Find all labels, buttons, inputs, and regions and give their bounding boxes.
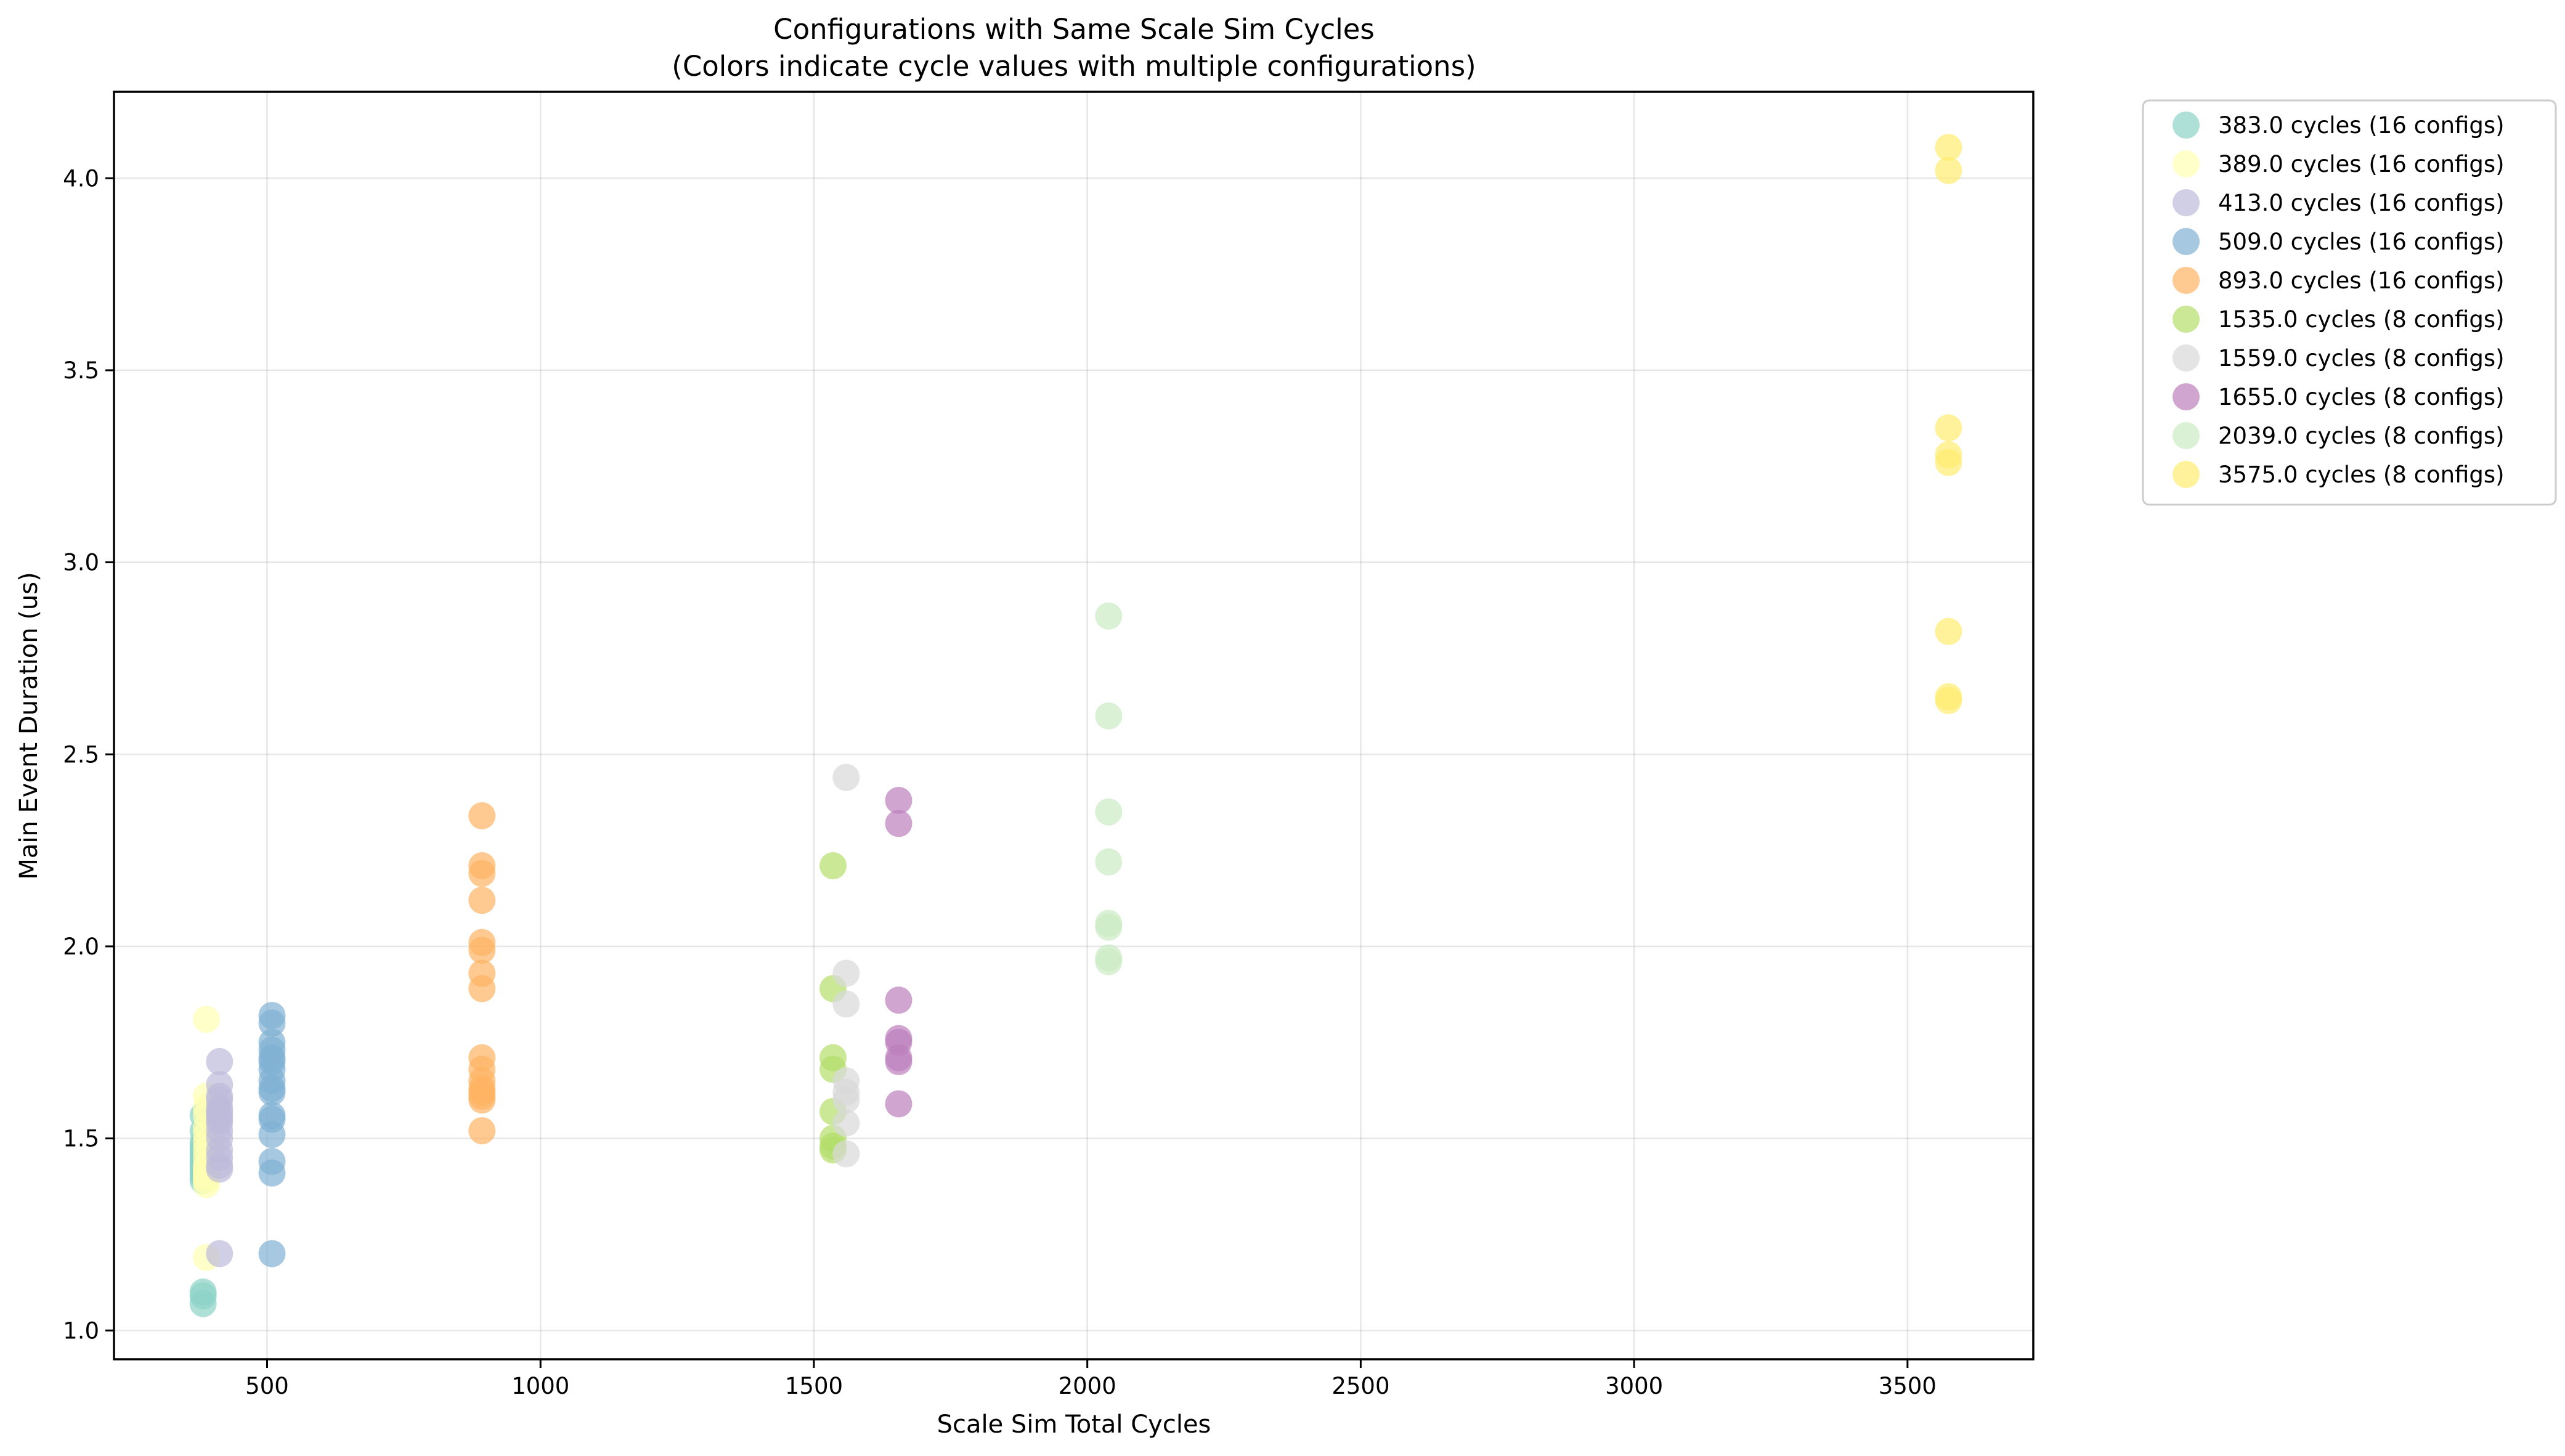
- legend-marker: [2173, 306, 2200, 333]
- x-axis-label: Scale Sim Total Cycles: [937, 1410, 1211, 1439]
- data-point: [1935, 414, 1962, 442]
- data-point: [192, 1006, 220, 1033]
- data-point: [832, 1086, 860, 1114]
- y-tick-label: 1.5: [63, 1126, 99, 1152]
- data-point: [832, 959, 860, 987]
- data-point: [258, 1159, 286, 1187]
- x-tick-label: 500: [245, 1373, 289, 1399]
- data-point: [832, 990, 860, 1018]
- x-tick-label: 1000: [511, 1373, 569, 1399]
- legend-label: 383.0 cycles (16 configs): [2218, 112, 2505, 139]
- legend-label: 3575.0 cycles (8 configs): [2218, 462, 2505, 488]
- legend-marker: [2173, 150, 2200, 177]
- legend-label: 1559.0 cycles (8 configs): [2218, 345, 2505, 372]
- data-points: [189, 134, 1962, 1317]
- axis-ticks: 500 1000 1500 2000 2500 3000 3500 1.0 1.5 2.0 2.5 3…: [63, 165, 1937, 1399]
- data-point: [1935, 686, 1962, 714]
- data-point: [1095, 948, 1123, 975]
- legend-marker: [2173, 189, 2200, 216]
- data-point: [1935, 449, 1962, 476]
- x-tick-label: 2000: [1059, 1373, 1116, 1399]
- data-point: [832, 1140, 860, 1168]
- y-axis-label: Main Event Duration (us): [15, 572, 43, 879]
- data-point: [206, 1155, 234, 1183]
- legend-label: 893.0 cycles (16 configs): [2218, 267, 2505, 294]
- data-point: [819, 852, 847, 880]
- legend-marker: [2173, 228, 2200, 255]
- legend-label: 413.0 cycles (16 configs): [2218, 190, 2505, 216]
- data-point: [206, 1240, 234, 1267]
- data-point: [258, 1078, 286, 1106]
- legend-box: [2142, 99, 2557, 506]
- data-point: [1095, 913, 1123, 941]
- data-point: [885, 810, 913, 837]
- data-point: [468, 802, 496, 829]
- y-tick-label: 3.0: [63, 550, 99, 576]
- y-tick-label: 2.5: [63, 741, 99, 768]
- data-point: [468, 1117, 496, 1145]
- data-point: [885, 1047, 913, 1075]
- x-tick-label: 3000: [1605, 1373, 1663, 1399]
- data-point: [468, 1086, 496, 1114]
- grid-lines: [114, 92, 2033, 1359]
- x-tick-label: 3500: [1879, 1373, 1937, 1399]
- data-point: [885, 986, 913, 1014]
- data-point: [1935, 157, 1962, 184]
- legend-marker: [2173, 422, 2200, 449]
- legend-label: 509.0 cycles (16 configs): [2218, 229, 2505, 255]
- data-point: [1095, 798, 1123, 826]
- x-tick-label: 2500: [1331, 1373, 1389, 1399]
- data-point: [206, 1047, 234, 1075]
- data-point: [468, 975, 496, 1003]
- legend-label: 1535.0 cycles (8 configs): [2218, 306, 2505, 333]
- legend-marker: [2173, 344, 2200, 372]
- data-point: [832, 1109, 860, 1137]
- legend-label: 1655.0 cycles (8 configs): [2218, 384, 2505, 410]
- data-point: [189, 1290, 217, 1317]
- data-point: [1095, 702, 1123, 730]
- data-point: [1095, 602, 1123, 630]
- legend-label: 2039.0 cycles (8 configs): [2218, 423, 2505, 449]
- legend-items: 383.0 cycles (16 configs) 389.0 cycles (1…: [2173, 112, 2505, 488]
- chart-title: Configurations with Same Scale Sim Cycle…: [773, 13, 1375, 46]
- chart-subtitle: (Colors indicate cycle values with multi…: [672, 50, 1476, 83]
- legend-marker: [2173, 112, 2200, 139]
- data-point: [885, 787, 913, 815]
- plot-area-frame: [113, 91, 2035, 1360]
- legend-marker: [2173, 461, 2200, 488]
- x-tick-label: 1500: [785, 1373, 843, 1399]
- data-point: [1095, 848, 1123, 876]
- data-point: [258, 1240, 286, 1267]
- data-point: [1935, 617, 1962, 645]
- data-point: [468, 937, 496, 964]
- legend-marker: [2173, 267, 2200, 294]
- y-tick-label: 2.0: [63, 933, 99, 960]
- data-point: [468, 860, 496, 887]
- data-point: [832, 763, 860, 791]
- y-tick-label: 1.0: [63, 1317, 99, 1344]
- y-tick-label: 3.5: [63, 357, 99, 384]
- data-point: [258, 1121, 286, 1149]
- data-point: [468, 887, 496, 914]
- legend-label: 389.0 cycles (16 configs): [2218, 151, 2505, 177]
- data-point: [885, 1090, 913, 1118]
- y-tick-label: 4.0: [63, 165, 99, 192]
- data-point: [1935, 134, 1962, 161]
- legend-marker: [2173, 383, 2200, 410]
- legend: 383.0 cycles (16 configs) 389.0 cycles (1…: [2142, 99, 2557, 506]
- data-point: [258, 1009, 286, 1037]
